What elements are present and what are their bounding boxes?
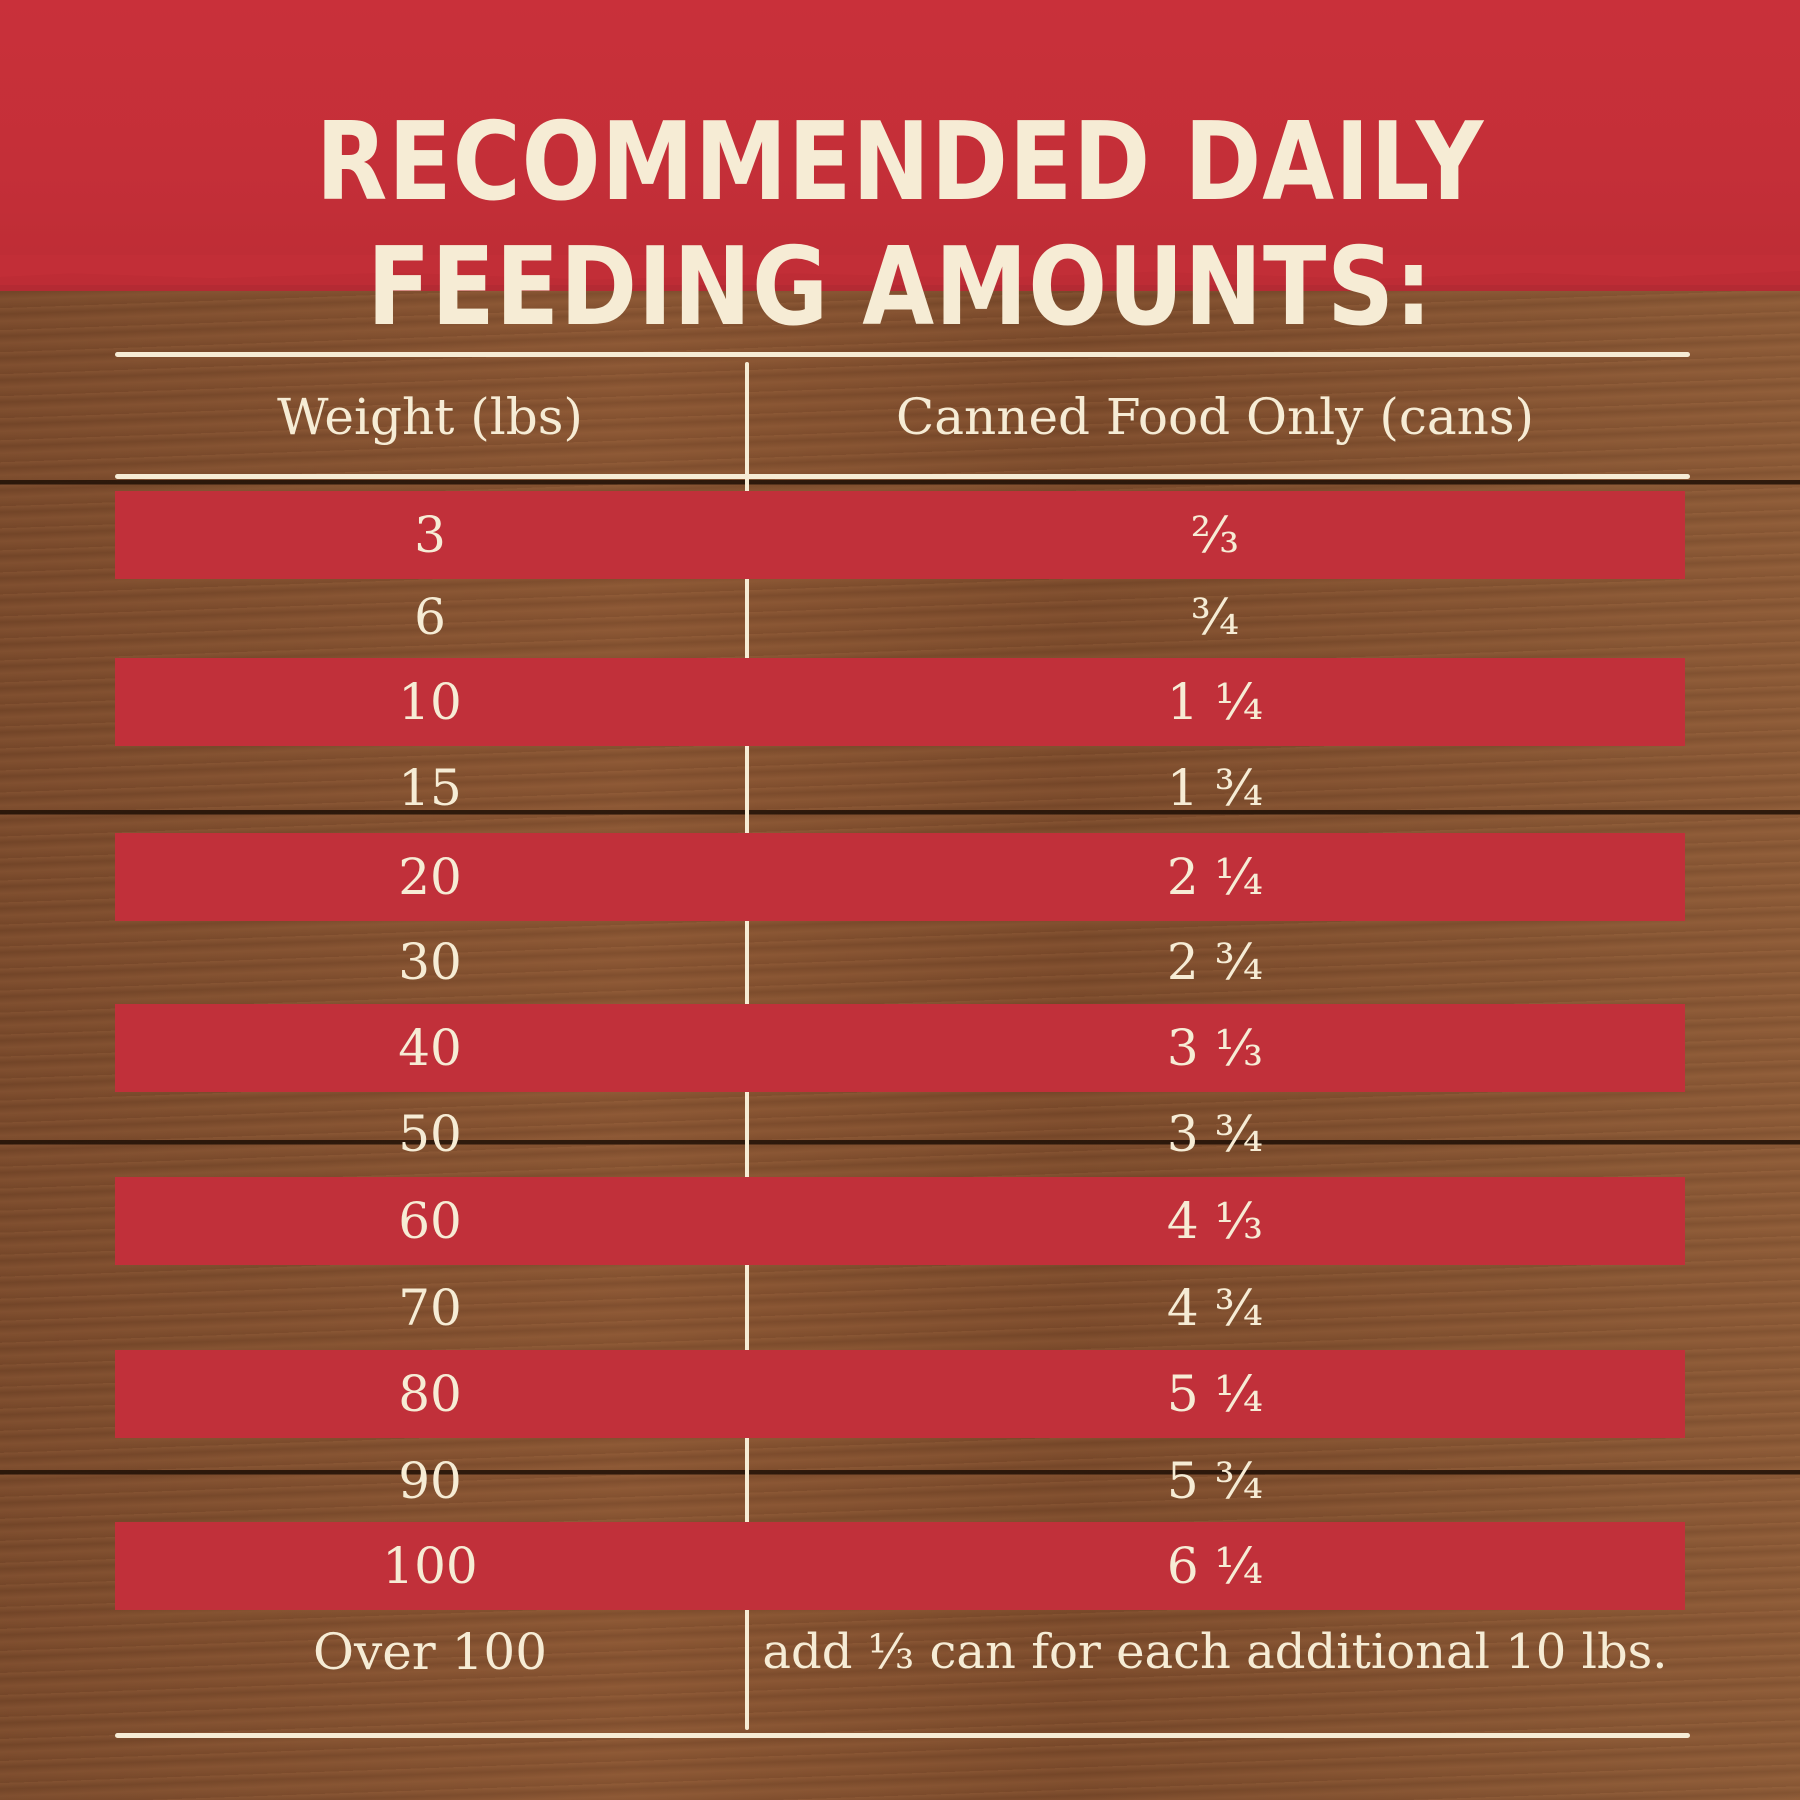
table-row: 20 2 ¼	[115, 833, 1685, 921]
weight-cell: 100	[382, 1537, 478, 1595]
weight-cell: 60	[398, 1192, 462, 1250]
cans-cell: 3 ¾	[1166, 1105, 1264, 1163]
cans-cell: 4 ⅓	[1166, 1192, 1264, 1250]
weight-cell: 40	[398, 1019, 462, 1077]
cans-cell: ⅔	[1190, 506, 1240, 564]
cans-cell: add ⅓ can for each additional 10 lbs.	[762, 1624, 1668, 1680]
table-row: 60 4 ⅓	[115, 1177, 1685, 1265]
weight-cell: Over 100	[312, 1623, 548, 1681]
table-row: 90 5 ¾	[115, 1437, 1685, 1525]
cans-cell: 3 ⅓	[1166, 1019, 1264, 1077]
cans-cell: 2 ¼	[1166, 848, 1264, 906]
table-row: 15 1 ¾	[115, 744, 1685, 832]
table-row: 10 1 ¼	[115, 658, 1685, 746]
page-title: RECOMMENDED DAILY FEEDING AMOUNTS:	[315, 100, 1485, 350]
header-weight: Weight (lbs)	[277, 388, 583, 446]
cans-cell: 1 ¾	[1166, 759, 1264, 817]
weight-cell: 20	[398, 848, 462, 906]
cans-cell: 5 ¾	[1166, 1452, 1264, 1510]
title-banner	[0, 0, 1800, 285]
cans-cell: 5 ¼	[1166, 1365, 1264, 1423]
table-bottom-rule	[115, 1733, 1690, 1738]
cans-cell: 1 ¼	[1166, 673, 1264, 731]
weight-cell: 70	[398, 1279, 462, 1337]
weight-cell: 15	[398, 759, 462, 817]
weight-cell: 50	[398, 1105, 462, 1163]
header-rule	[115, 474, 1690, 479]
table-row: 30 2 ¾	[115, 918, 1685, 1006]
table-row: 80 5 ¼	[115, 1350, 1685, 1438]
cans-cell: 4 ¾	[1166, 1279, 1264, 1337]
cans-cell: 2 ¾	[1166, 933, 1264, 991]
weight-cell: 6	[414, 588, 446, 646]
table-row: Over 100 add ⅓ can for each additional 1…	[115, 1608, 1685, 1696]
cans-cell: ¾	[1190, 588, 1240, 646]
cans-cell: 6 ¼	[1166, 1537, 1264, 1595]
table-row: 3 ⅔	[115, 491, 1685, 579]
weight-cell: 90	[398, 1452, 462, 1510]
table-row: 50 3 ¾	[115, 1090, 1685, 1178]
table-row: 70 4 ¾	[115, 1264, 1685, 1352]
table-row: 40 3 ⅓	[115, 1004, 1685, 1092]
header-cans: Canned Food Only (cans)	[895, 388, 1535, 446]
weight-cell: 30	[398, 933, 462, 991]
weight-cell: 80	[398, 1365, 462, 1423]
weight-cell: 3	[414, 506, 446, 564]
weight-cell: 10	[398, 673, 462, 731]
table-top-rule	[115, 352, 1690, 357]
table-row: 100 6 ¼	[115, 1522, 1685, 1610]
table-row: 6 ¾	[115, 573, 1685, 661]
